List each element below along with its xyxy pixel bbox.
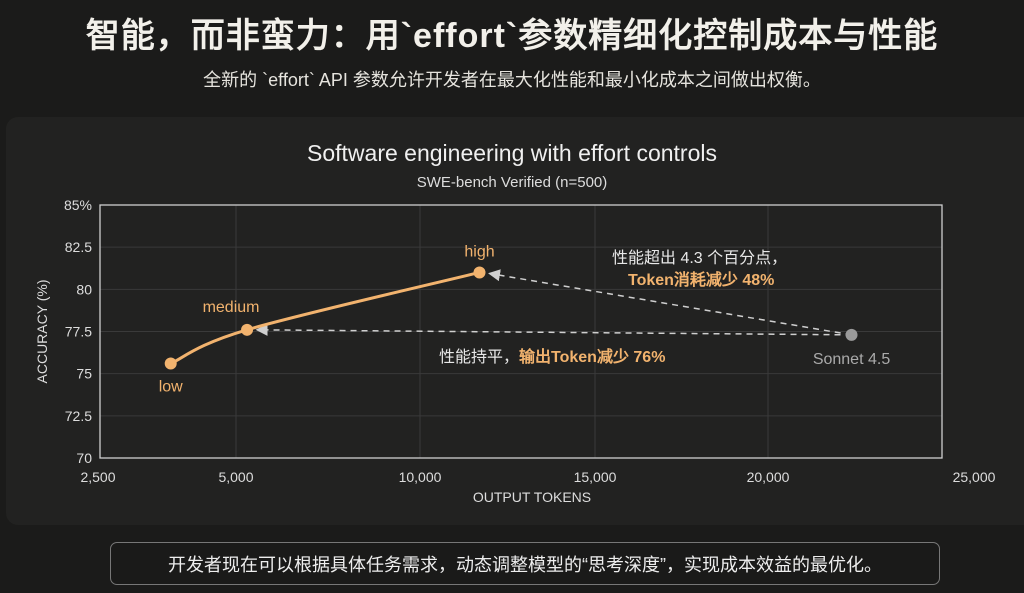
x-tick-label: 15,000	[574, 469, 617, 485]
chart-card	[6, 117, 1024, 525]
y-tick-label: 80	[76, 281, 92, 297]
point-label-low: low	[159, 379, 183, 396]
y-tick-label: 85%	[64, 197, 92, 213]
y-tick-label: 82.5	[65, 239, 92, 255]
x-tick-label: 25,000	[953, 469, 996, 485]
annotation-high-line1: 性能超出 4.3 个百分点，	[612, 250, 788, 267]
annotation-medium-prefix: 性能持平，	[439, 349, 520, 366]
point-label-medium: medium	[203, 299, 260, 316]
y-axis-label: ACCURACY (%)	[34, 280, 50, 384]
y-tick-label: 75	[76, 366, 92, 382]
point-sonnet-4-5	[845, 328, 858, 341]
x-axis-label: OUTPUT TOKENS	[473, 489, 591, 505]
footer-callout: 开发者现在可以根据具体任务需求，动态调整模型的“思考深度”，实现成本效益的最优化…	[110, 542, 940, 585]
plot-frame	[99, 204, 943, 459]
y-tick-label: 72.5	[65, 408, 92, 424]
annotation-medium: 性能持平，输出Token减少 76%	[439, 343, 665, 367]
annotation-medium-highlight: 输出Token减少 76%	[519, 349, 666, 366]
point-label-sonnet-4-5: Sonnet 4.5	[813, 351, 891, 368]
arrow-sonnet-to-medium	[255, 323, 852, 336]
y-tick-label: 70	[76, 450, 92, 466]
x-tick-label: 2,500	[80, 469, 115, 485]
x-tick-label: 10,000	[399, 469, 442, 485]
annotation-high-line2: Token消耗减少 48%	[628, 272, 775, 289]
page-subtitle: 全新的 `effort` API 参数允许开发者在最大化性能和最小化成本之间做出…	[203, 70, 821, 90]
point-label-high: high	[464, 243, 494, 260]
y-tick-label: 77.5	[65, 324, 92, 340]
point-low	[164, 357, 177, 370]
point-high	[473, 266, 486, 279]
x-tick-label: 20,000	[747, 469, 790, 485]
chart-title: Software engineering with effort control…	[307, 140, 717, 166]
point-medium	[241, 323, 254, 336]
chart-subtitle: SWE-bench Verified (n=500)	[416, 174, 608, 191]
effort-curve	[170, 271, 480, 365]
page-title: 智能，而非蛮力：用`effort`参数精细化控制成本与性能	[85, 17, 939, 55]
x-tick-label: 5,000	[218, 469, 253, 485]
